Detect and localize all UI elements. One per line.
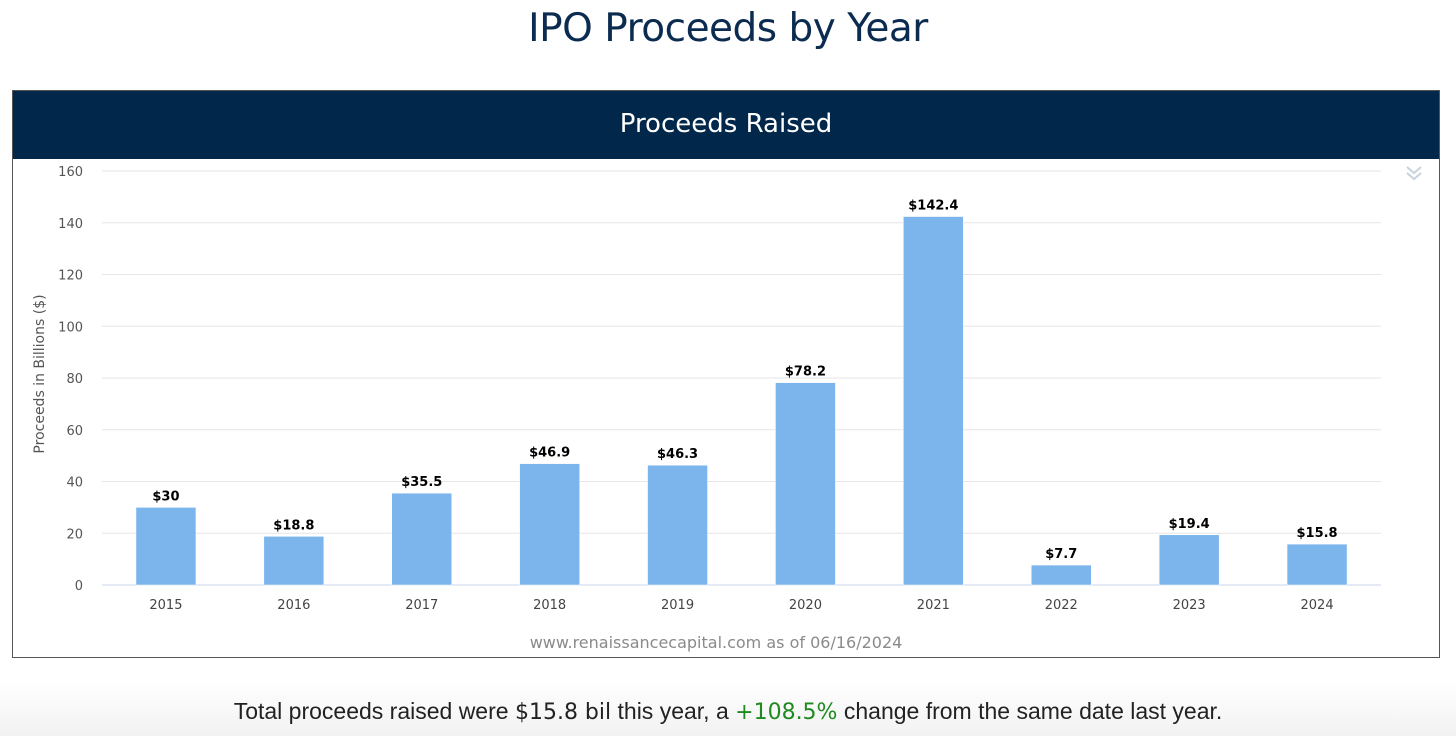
y-tick-labels: 0 20 40 60 80 100 120 140 160 [58, 165, 83, 594]
summary-middle: this year, a [617, 698, 729, 724]
x-tick-label: 2023 [1173, 598, 1206, 613]
y-tick-label: 60 [66, 424, 83, 439]
y-tick-label: 80 [66, 372, 83, 387]
bar-2023[interactable] [1158, 534, 1220, 586]
y-tick-label: 120 [58, 269, 83, 284]
x-tick-label: 2015 [149, 598, 182, 613]
data-label-2019: $46.3 [657, 447, 698, 462]
bar-2022[interactable] [1031, 564, 1092, 586]
y-tick-label: 40 [66, 476, 83, 491]
bar-2024[interactable] [1286, 543, 1348, 586]
bar-2017[interactable] [391, 492, 452, 586]
bar-chart: 0 20 40 60 80 100 120 140 160 $30 $18.8 $35.5 $46.9… [32, 165, 1422, 652]
y-tick-label: 20 [66, 527, 83, 542]
bars [135, 216, 1348, 586]
summary-text: Total proceeds raised were $15.8 bil thi… [0, 698, 1456, 725]
summary-amount: $15.8 bil [514, 700, 612, 725]
bar-2021[interactable] [903, 216, 964, 586]
bar-2016[interactable] [263, 536, 325, 586]
data-label-2016: $18.8 [273, 518, 314, 533]
data-label-2022: $7.7 [1045, 547, 1077, 562]
data-label-2021: $142.4 [908, 199, 958, 214]
y-tick-label: 100 [58, 320, 83, 335]
data-label-2017: $35.5 [401, 475, 442, 490]
data-label-2020: $78.2 [785, 365, 826, 380]
y-tick-label: 0 [75, 579, 83, 594]
data-labels: $30 $18.8 $35.5 $46.9 $46.3 $78.2 $142.4 $7.7 $1… [152, 199, 1337, 563]
data-label-2023: $19.4 [1169, 517, 1210, 532]
x-tick-label: 2019 [661, 598, 694, 613]
summary-change: +108.5% [735, 700, 838, 725]
data-label-2015: $30 [152, 489, 179, 504]
x-tick-label: 2021 [917, 598, 950, 613]
y-tick-label: 140 [58, 217, 83, 232]
x-tick-label: 2024 [1301, 598, 1334, 613]
summary-suffix: change from the same date last year. [843, 698, 1223, 724]
y-tick-label: 160 [58, 165, 83, 180]
x-tick-label: 2020 [789, 598, 822, 613]
x-tick-labels: 2015 2016 2017 2018 2019 2020 2021 2022 2023 2024 [149, 598, 1333, 613]
bar-2018[interactable] [519, 463, 580, 586]
x-tick-label: 2017 [405, 598, 438, 613]
double-chevron-down-icon[interactable] [1406, 166, 1422, 181]
bar-2015[interactable] [135, 507, 197, 586]
summary-prefix: Total proceeds raised were [233, 698, 509, 724]
x-tick-label: 2018 [533, 598, 566, 613]
x-tick-label: 2022 [1045, 598, 1078, 613]
page-title: IPO Proceeds by Year [528, 6, 928, 51]
chart-credit[interactable]: www.renaissancecapital.com as of 06/16/2… [530, 633, 903, 652]
bar-2020[interactable] [775, 382, 836, 586]
x-tick-label: 2016 [277, 598, 310, 613]
bar-2019[interactable] [647, 464, 708, 586]
chart-panel: Proceeds Raised 0 20 40 60 80 100 120 140 160 $3… [12, 90, 1440, 658]
chart-header: Proceeds Raised [13, 91, 1439, 159]
data-label-2024: $15.8 [1296, 526, 1337, 541]
data-label-2018: $46.9 [529, 446, 570, 461]
y-axis-label: Proceeds in Billions ($) [32, 294, 48, 453]
